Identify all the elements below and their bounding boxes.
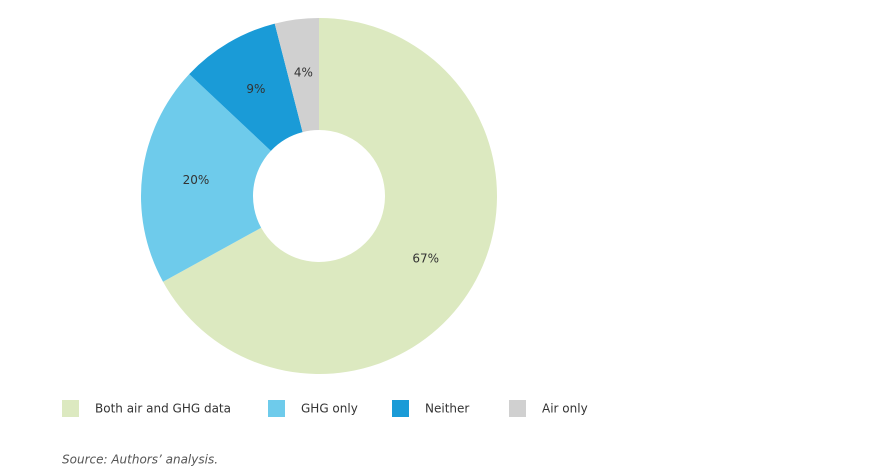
legend-label: Air only [542,402,588,416]
donut-slice [189,23,303,151]
legend-swatch [509,400,526,417]
legend-label: Both air and GHG data [95,402,231,416]
data-label: 20% [183,173,210,187]
legend-swatch [392,400,409,417]
legend-swatch [268,400,285,417]
data-label: 4% [294,65,313,79]
donut-slice [140,74,271,282]
source-note: Source: Authors’ analysis. [62,453,218,467]
legend-label: Neither [425,402,469,416]
donut-slice [274,18,319,133]
legend-swatch [62,400,79,417]
donut-slice [163,18,497,374]
legend-label: GHG only [301,402,358,416]
data-label: 67% [412,252,439,266]
data-label: 9% [246,82,265,96]
